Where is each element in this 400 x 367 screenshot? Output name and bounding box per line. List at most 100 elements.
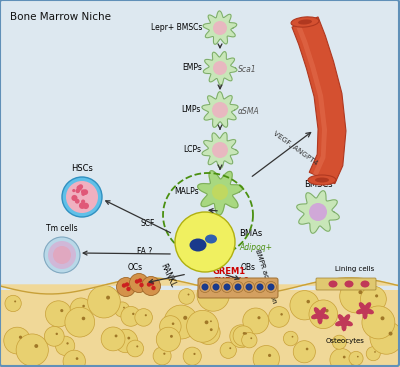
Circle shape — [268, 283, 274, 291]
Circle shape — [233, 326, 253, 346]
Text: Tm cells: Tm cells — [46, 224, 78, 233]
Circle shape — [48, 241, 76, 269]
Circle shape — [139, 283, 144, 287]
Circle shape — [60, 309, 63, 312]
Circle shape — [145, 314, 147, 316]
Circle shape — [187, 310, 218, 342]
Circle shape — [330, 348, 353, 367]
Circle shape — [78, 184, 83, 189]
Circle shape — [210, 328, 213, 331]
Circle shape — [244, 332, 247, 335]
Circle shape — [212, 142, 228, 158]
Circle shape — [232, 281, 244, 292]
Circle shape — [82, 189, 88, 195]
Circle shape — [130, 273, 148, 292]
Circle shape — [202, 316, 216, 331]
Circle shape — [222, 281, 232, 292]
Text: Osteocytes: Osteocytes — [326, 338, 364, 344]
Circle shape — [81, 200, 85, 204]
Circle shape — [357, 356, 359, 357]
Circle shape — [83, 203, 89, 209]
Polygon shape — [203, 11, 237, 44]
Circle shape — [65, 307, 95, 337]
Circle shape — [153, 347, 171, 365]
Circle shape — [183, 347, 201, 365]
Circle shape — [81, 189, 86, 194]
Circle shape — [127, 340, 144, 357]
Circle shape — [70, 298, 92, 320]
Polygon shape — [296, 24, 327, 176]
Circle shape — [309, 300, 338, 328]
Polygon shape — [292, 17, 346, 184]
Circle shape — [284, 331, 298, 346]
Circle shape — [380, 316, 384, 320]
Text: Adipoq+: Adipoq+ — [239, 243, 272, 252]
Circle shape — [175, 212, 235, 272]
Circle shape — [151, 286, 156, 290]
Circle shape — [164, 305, 198, 339]
Circle shape — [44, 327, 64, 346]
Ellipse shape — [205, 235, 217, 243]
Circle shape — [258, 316, 260, 319]
Circle shape — [375, 294, 378, 298]
Circle shape — [114, 302, 130, 317]
Circle shape — [362, 306, 395, 339]
Circle shape — [197, 279, 229, 311]
Circle shape — [150, 281, 154, 286]
Circle shape — [250, 337, 252, 339]
Circle shape — [230, 325, 253, 348]
Circle shape — [343, 356, 346, 359]
Circle shape — [293, 341, 315, 363]
Circle shape — [205, 320, 208, 324]
Circle shape — [82, 317, 85, 320]
Circle shape — [56, 333, 58, 335]
Ellipse shape — [308, 175, 336, 185]
Text: Bone Marrow Niche: Bone Marrow Niche — [10, 12, 111, 22]
Polygon shape — [297, 191, 339, 233]
Circle shape — [224, 283, 230, 291]
Circle shape — [53, 246, 71, 264]
Ellipse shape — [298, 19, 312, 25]
Circle shape — [268, 354, 271, 357]
Circle shape — [4, 327, 30, 354]
Text: FA ?: FA ? — [137, 247, 153, 257]
Circle shape — [388, 332, 392, 335]
Circle shape — [374, 351, 376, 353]
Circle shape — [16, 334, 48, 366]
Text: SCF: SCF — [141, 219, 155, 229]
Circle shape — [183, 316, 187, 320]
Circle shape — [79, 202, 86, 209]
Text: LMPs: LMPs — [182, 105, 201, 115]
Circle shape — [340, 280, 373, 313]
Circle shape — [306, 300, 310, 304]
Circle shape — [193, 353, 196, 355]
Polygon shape — [357, 303, 373, 319]
Circle shape — [179, 288, 194, 304]
Circle shape — [56, 336, 75, 355]
Ellipse shape — [315, 178, 329, 182]
Circle shape — [132, 313, 134, 315]
Ellipse shape — [328, 280, 338, 287]
Circle shape — [244, 281, 254, 292]
Ellipse shape — [190, 239, 206, 251]
Text: RANKL: RANKL — [158, 262, 178, 288]
Text: BMPR activation: BMPR activation — [254, 248, 277, 304]
Text: Lining cells: Lining cells — [335, 266, 375, 272]
Circle shape — [242, 333, 257, 348]
Circle shape — [215, 289, 219, 293]
Text: MALPs: MALPs — [174, 188, 199, 196]
Circle shape — [123, 307, 125, 309]
FancyBboxPatch shape — [316, 278, 376, 290]
Circle shape — [76, 189, 80, 193]
Polygon shape — [336, 315, 352, 331]
Circle shape — [246, 283, 252, 291]
Circle shape — [243, 332, 246, 335]
Circle shape — [125, 282, 129, 287]
Circle shape — [269, 306, 289, 327]
Circle shape — [349, 351, 363, 366]
Circle shape — [135, 279, 139, 284]
Circle shape — [121, 306, 141, 326]
Circle shape — [72, 189, 75, 192]
Circle shape — [135, 309, 152, 326]
Circle shape — [114, 329, 138, 353]
